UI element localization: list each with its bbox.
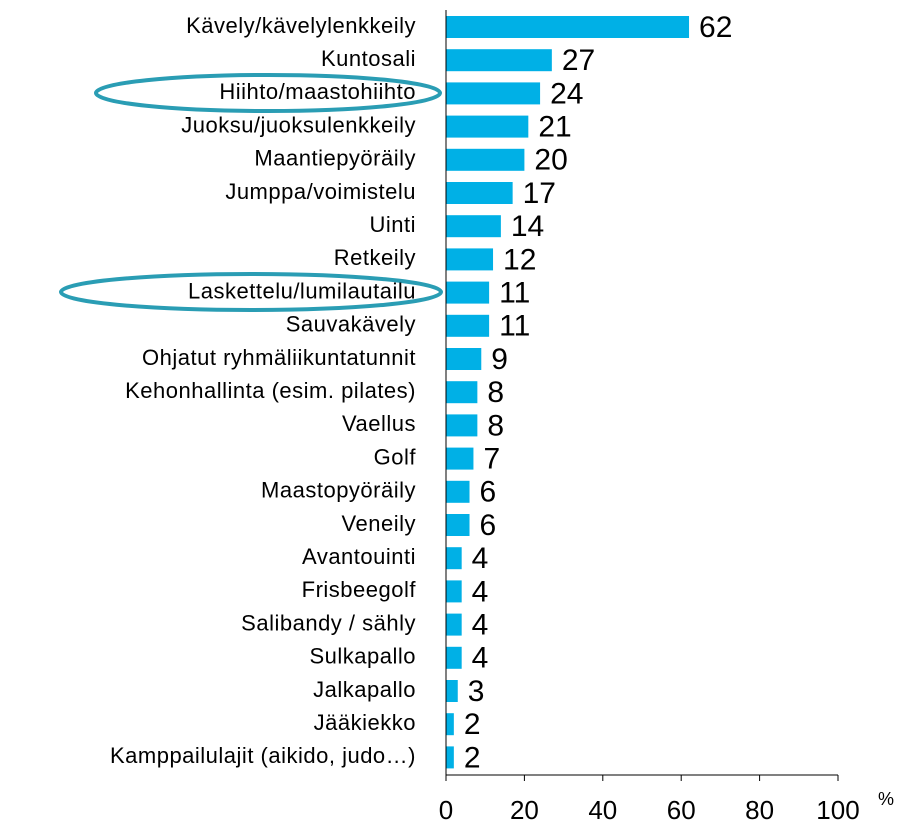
value-label: 4 [472, 542, 489, 575]
category-label: Veneily [342, 511, 416, 536]
bar [446, 480, 470, 503]
value-label: 8 [487, 409, 504, 442]
bar [446, 381, 478, 404]
value-label: 9 [491, 343, 508, 376]
value-label: 62 [699, 11, 732, 44]
category-label: Avantouinti [302, 544, 416, 569]
value-label: 8 [487, 376, 504, 409]
category-label: Uinti [369, 212, 416, 237]
category-label: Frisbeegolf [302, 577, 417, 602]
value-label: 20 [534, 144, 567, 177]
value-label: 7 [483, 443, 500, 476]
bar [446, 348, 482, 370]
category-label: Maastopyöräily [261, 478, 416, 503]
bar [446, 49, 552, 72]
bar [446, 215, 501, 238]
category-label: Maantiepyöräily [254, 146, 416, 171]
category-label: Retkeily [334, 245, 416, 270]
category-label: Kuntosali [321, 46, 416, 71]
x-tick-label: 0 [439, 795, 453, 825]
bar [446, 447, 474, 470]
bar [446, 148, 525, 171]
bar [446, 746, 454, 769]
bar [446, 680, 458, 702]
x-tick-label: 60 [667, 795, 696, 825]
value-label: 12 [503, 243, 536, 276]
category-label: Kävely/kävelylenkkeily [186, 13, 416, 38]
bar [446, 414, 478, 437]
category-label: Vaellus [342, 411, 416, 436]
bar [446, 248, 494, 271]
highlight-ellipse [59, 272, 443, 312]
bar [446, 16, 690, 38]
highlight-ellipse [94, 73, 442, 113]
value-label: 17 [523, 177, 556, 210]
category-label: Sulkapallo [309, 644, 416, 669]
x-tick-label: 20 [510, 795, 539, 825]
category-label: Golf [374, 444, 417, 469]
x-axis-unit: % [878, 789, 894, 809]
value-label: 4 [472, 642, 489, 675]
bar [446, 646, 462, 669]
value-label: 11 [499, 310, 530, 343]
category-label: Jääkiekko [314, 710, 416, 735]
bar [446, 281, 490, 304]
bar [446, 514, 470, 536]
bar [446, 182, 513, 204]
category-label: Laskettelu/lumilautailu [188, 278, 416, 303]
value-label: 2 [464, 741, 481, 774]
value-label: 4 [472, 575, 489, 608]
value-label: 11 [499, 277, 530, 310]
category-label: Sauvakävely [286, 312, 416, 337]
value-label: 2 [464, 708, 481, 741]
x-tick-label: 100 [816, 795, 859, 825]
value-label: 3 [468, 675, 485, 708]
category-label: Ohjatut ryhmäliikuntatunnit [142, 345, 416, 370]
category-label: Hiihto/maastohiihto [219, 79, 416, 104]
value-label: 14 [511, 210, 544, 243]
value-label: 24 [550, 77, 583, 110]
value-label: 4 [472, 609, 489, 642]
bar [446, 613, 462, 636]
category-label: Kehonhallinta (esim. pilates) [125, 378, 416, 403]
category-label: Jumppa/voimistelu [225, 179, 416, 204]
bar [446, 713, 454, 736]
category-label: Juoksu/juoksulenkkeily [181, 112, 416, 137]
value-label: 21 [538, 111, 571, 144]
value-label: 6 [480, 476, 497, 509]
x-tick-label: 80 [745, 795, 774, 825]
value-label: 27 [562, 44, 595, 77]
category-label: Jalkapallo [313, 677, 416, 702]
bar [446, 115, 529, 138]
bar [446, 82, 541, 105]
x-tick-label: 40 [588, 795, 617, 825]
bar [446, 580, 462, 603]
category-label: Salibandy / sähly [241, 610, 416, 635]
bar [446, 314, 490, 337]
bar [446, 547, 462, 570]
category-label: Kamppailulajit (aikido, judo…) [110, 743, 416, 768]
value-label: 6 [480, 509, 497, 542]
